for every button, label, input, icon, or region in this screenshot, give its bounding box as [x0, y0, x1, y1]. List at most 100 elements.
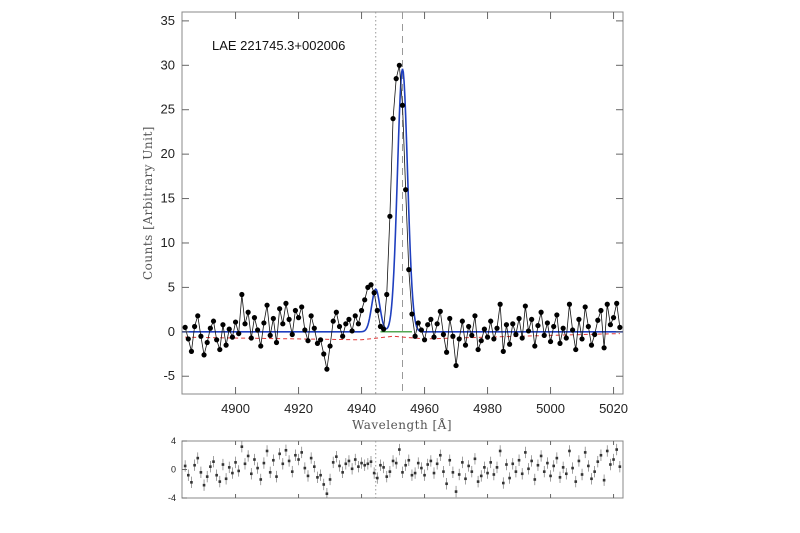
- residual-y-tick-label: 4: [171, 436, 176, 446]
- data-point: [488, 318, 494, 324]
- data-point: [541, 332, 547, 338]
- residual-point: [218, 480, 222, 483]
- data-point: [607, 322, 614, 328]
- residual-point: [561, 466, 565, 469]
- residual-point: [416, 461, 420, 465]
- residual-point: [253, 458, 256, 461]
- data-point: [292, 307, 298, 314]
- residual-point: [341, 471, 344, 474]
- residual-point: [599, 453, 603, 457]
- residual-point: [262, 461, 266, 465]
- data-point: [409, 311, 415, 317]
- data-point: [299, 304, 305, 310]
- data-point: [286, 316, 292, 322]
- residual-point: [243, 462, 247, 466]
- x-tick-label: 4900: [221, 401, 250, 416]
- residual-point: [246, 454, 250, 458]
- residual-point: [300, 451, 303, 454]
- residual-point: [344, 462, 348, 466]
- residual-point: [486, 471, 489, 475]
- data-point: [516, 315, 522, 322]
- data-point: [220, 322, 226, 328]
- residual-point: [202, 483, 206, 487]
- data-point: [444, 349, 450, 355]
- data-point: [453, 362, 459, 369]
- residual-point: [536, 463, 540, 467]
- residual-point: [593, 470, 596, 473]
- y-tick-label: 20: [161, 146, 175, 161]
- data-point: [198, 333, 204, 339]
- main-spectrum-panel: 4900 4920 4940 4960 4980 5000 5020 -5 0 5 10 15 20 25…: [141, 11, 628, 432]
- residual-series-layer: [183, 441, 622, 498]
- residual-point: [394, 461, 398, 465]
- data-point: [321, 351, 327, 357]
- data-point: [566, 301, 573, 307]
- residual-point: [268, 471, 272, 474]
- y-tick-label: 10: [161, 235, 175, 250]
- data-point: [418, 327, 424, 333]
- residual-point: [287, 459, 291, 463]
- data-point: [469, 332, 475, 338]
- residual-point: [256, 466, 259, 470]
- data-point: [229, 334, 235, 340]
- residual-point: [605, 449, 609, 453]
- data-point: [214, 337, 220, 343]
- residual-point: [587, 464, 590, 468]
- residual-point: [331, 461, 335, 464]
- residual-point: [205, 475, 209, 478]
- residual-point: [530, 459, 533, 463]
- data-point: [346, 316, 352, 322]
- residual-point: [360, 461, 363, 465]
- y-tick-label: 30: [161, 57, 175, 72]
- data-point: [617, 324, 623, 330]
- data-point: [327, 343, 333, 349]
- data-point: [393, 76, 399, 82]
- residual-point: [250, 472, 253, 476]
- data-point: [425, 322, 431, 328]
- residual-y-tick-label: -4: [168, 493, 176, 503]
- data-point: [210, 318, 217, 324]
- residual-point: [379, 463, 382, 467]
- residual-point: [618, 465, 622, 468]
- data-point: [412, 333, 418, 339]
- residual-point: [435, 462, 439, 466]
- residual-point: [347, 459, 351, 463]
- data-point: [560, 325, 566, 331]
- data-point: [314, 340, 321, 346]
- residual-point: [602, 478, 606, 482]
- data-point: [440, 331, 447, 338]
- residual-point: [473, 457, 477, 461]
- data-point: [390, 116, 396, 122]
- residual-point: [451, 471, 455, 474]
- data-point: [277, 306, 283, 312]
- residual-point: [290, 470, 294, 473]
- data-point: [475, 346, 481, 353]
- data-point: [588, 342, 595, 348]
- residual-point: [439, 453, 442, 457]
- data-point: [563, 335, 569, 341]
- data-point: [459, 318, 465, 324]
- reference-lines: [375, 12, 403, 394]
- residual-point: [363, 463, 366, 467]
- data-point: [336, 323, 343, 330]
- residual-point: [309, 456, 313, 460]
- residual-point: [476, 480, 480, 483]
- data-point: [381, 326, 387, 332]
- data-point: [610, 315, 617, 321]
- residual-point: [281, 462, 285, 466]
- data-point: [585, 323, 591, 330]
- data-point: [592, 331, 598, 338]
- y-tick-label: 5: [168, 279, 175, 294]
- data-point: [535, 322, 541, 329]
- data-point: [544, 320, 551, 326]
- data-point: [305, 338, 311, 344]
- data-point: [255, 327, 261, 333]
- residual-point: [284, 448, 288, 452]
- data-point: [532, 343, 538, 349]
- residual-point: [580, 473, 584, 476]
- data-point: [371, 290, 377, 296]
- residual-point: [221, 463, 225, 466]
- data-point: [466, 323, 472, 330]
- residual-point: [240, 445, 244, 448]
